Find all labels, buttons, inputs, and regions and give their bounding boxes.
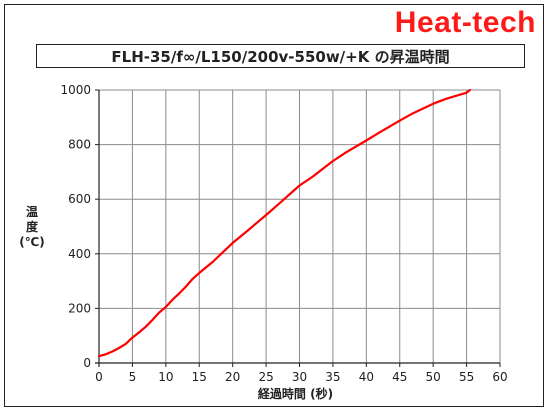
y-tick-label: 800 — [68, 138, 91, 152]
y-axis-label-line: 度 — [25, 220, 38, 234]
x-tick-label: 30 — [292, 370, 307, 384]
x-tick-label: 10 — [158, 370, 173, 384]
x-tick-label: 45 — [392, 370, 407, 384]
x-tick-label: 55 — [459, 370, 474, 384]
x-tick-label: 0 — [95, 370, 103, 384]
y-tick-label: 400 — [68, 247, 91, 261]
y-axis-label-line: (℃) — [19, 235, 45, 249]
x-tick-label: 5 — [129, 370, 137, 384]
x-tick-label: 60 — [492, 370, 507, 384]
chart-title: FLH-35/f∞/L150/200v-550w/+K の昇温時間 — [36, 44, 525, 68]
x-tick-label: 25 — [258, 370, 273, 384]
y-tick-label: 1000 — [60, 83, 91, 97]
y-axis-label: 温 度 (℃) — [14, 205, 50, 250]
y-tick-label: 600 — [68, 192, 91, 206]
series-line — [97, 88, 471, 358]
y-axis-label-line: 温 — [25, 205, 38, 219]
x-axis-label: 経過時間 (秒) — [258, 386, 333, 401]
brand-logo: Heat-tech — [394, 6, 536, 39]
x-tick-label: 40 — [359, 370, 374, 384]
x-tick-label: 20 — [225, 370, 240, 384]
x-tick-label: 35 — [325, 370, 340, 384]
x-tick-label: 15 — [192, 370, 207, 384]
x-tick-label: 50 — [426, 370, 441, 384]
y-tick-label: 200 — [68, 301, 91, 315]
y-tick-label: 0 — [83, 356, 91, 370]
